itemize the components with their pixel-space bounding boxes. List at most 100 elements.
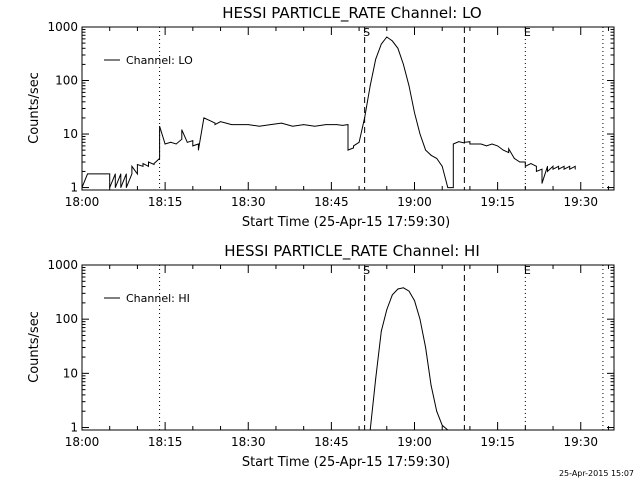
x-tick-label: 18:00 (65, 435, 100, 449)
data-point (408, 290, 410, 292)
data-point (369, 85, 371, 87)
x-axis-label: Start Time (25-Apr-15 17:59:30) (242, 455, 450, 470)
data-point (519, 161, 521, 163)
data-point (192, 145, 194, 147)
data-point (425, 149, 426, 151)
data-point (153, 164, 155, 165)
data-point (353, 145, 354, 147)
data-point (536, 165, 537, 167)
data-point (558, 165, 559, 167)
data-point (475, 143, 476, 145)
data-point (430, 154, 432, 156)
y-tick-label: 10 (63, 127, 78, 141)
data-point (552, 165, 554, 167)
data-point (380, 330, 382, 332)
data-point (397, 288, 399, 290)
data-point (574, 165, 576, 167)
data-point (175, 143, 177, 145)
data-point (541, 168, 543, 170)
series-line (81, 36, 576, 189)
data-point (552, 168, 554, 170)
data-point (148, 165, 149, 167)
data-point (502, 149, 504, 151)
data-point (419, 318, 421, 320)
data-point (159, 125, 160, 127)
data-series (369, 287, 449, 431)
data-point (419, 133, 421, 135)
data-point (513, 158, 515, 159)
data-point (247, 124, 249, 126)
x-axis: 18:00 18:15 18:30 18:45 19:00 19:15 19:30 (65, 265, 609, 449)
data-point (469, 141, 471, 143)
x-tick-label: 19:00 (397, 435, 432, 449)
data-point (408, 85, 410, 87)
data-point (391, 294, 393, 296)
x-tick-label: 18:00 (65, 195, 100, 209)
data-point (125, 187, 127, 188)
data-point (281, 122, 282, 124)
data-point (414, 112, 415, 114)
y-axis: 1 10 100 1000 (47, 258, 614, 435)
data-point (314, 125, 316, 127)
data-point (447, 187, 449, 188)
data-point (120, 187, 122, 188)
data-point (452, 143, 454, 145)
data-point (303, 124, 305, 126)
data-point (209, 119, 210, 121)
x-tick-label: 19:30 (563, 195, 598, 209)
data-point (463, 142, 465, 144)
data-series (81, 36, 576, 189)
data-point (497, 145, 499, 147)
data-point (563, 165, 565, 167)
data-point (391, 40, 393, 42)
x-tick-label: 18:30 (231, 195, 266, 209)
legend-entry: Channel: LO (126, 54, 193, 67)
data-point (436, 158, 438, 159)
data-point (164, 143, 166, 145)
data-point (508, 152, 510, 153)
y-axis-label: Counts/sec (27, 72, 42, 144)
data-point (375, 378, 377, 379)
data-point (159, 158, 160, 159)
data-point (574, 168, 576, 170)
x-tick-label: 18:15 (148, 195, 183, 209)
data-point (186, 141, 188, 143)
data-point (236, 124, 238, 126)
y-tick-label: 1000 (47, 20, 78, 34)
data-point (148, 161, 149, 163)
data-point (375, 58, 377, 60)
data-point (403, 287, 404, 289)
x-tick-label: 18:30 (231, 435, 266, 449)
data-point (558, 168, 559, 170)
data-point (125, 173, 127, 175)
data-point (131, 173, 133, 175)
data-point (142, 163, 144, 165)
data-point (569, 168, 571, 170)
data-point (87, 173, 88, 175)
x-tick-label: 19:15 (480, 435, 515, 449)
y-tick-label: 1000 (47, 258, 78, 272)
data-point (547, 171, 548, 172)
y-tick-label: 10 (63, 366, 78, 380)
time-marker-label: E (524, 26, 531, 39)
data-point (386, 309, 388, 311)
data-point (397, 47, 399, 49)
x-tick-label: 19:00 (397, 195, 432, 209)
data-point (203, 117, 205, 119)
data-point (441, 424, 443, 426)
data-point (480, 143, 482, 145)
data-point (181, 138, 183, 140)
data-point (508, 148, 510, 150)
data-point (369, 429, 371, 431)
data-point (109, 173, 111, 175)
chart-title: HESSI PARTICLE_RATE Channel: HI (224, 242, 480, 261)
data-point (131, 165, 133, 167)
data-point (447, 429, 449, 431)
data-point (463, 141, 465, 143)
data-point (120, 173, 122, 175)
